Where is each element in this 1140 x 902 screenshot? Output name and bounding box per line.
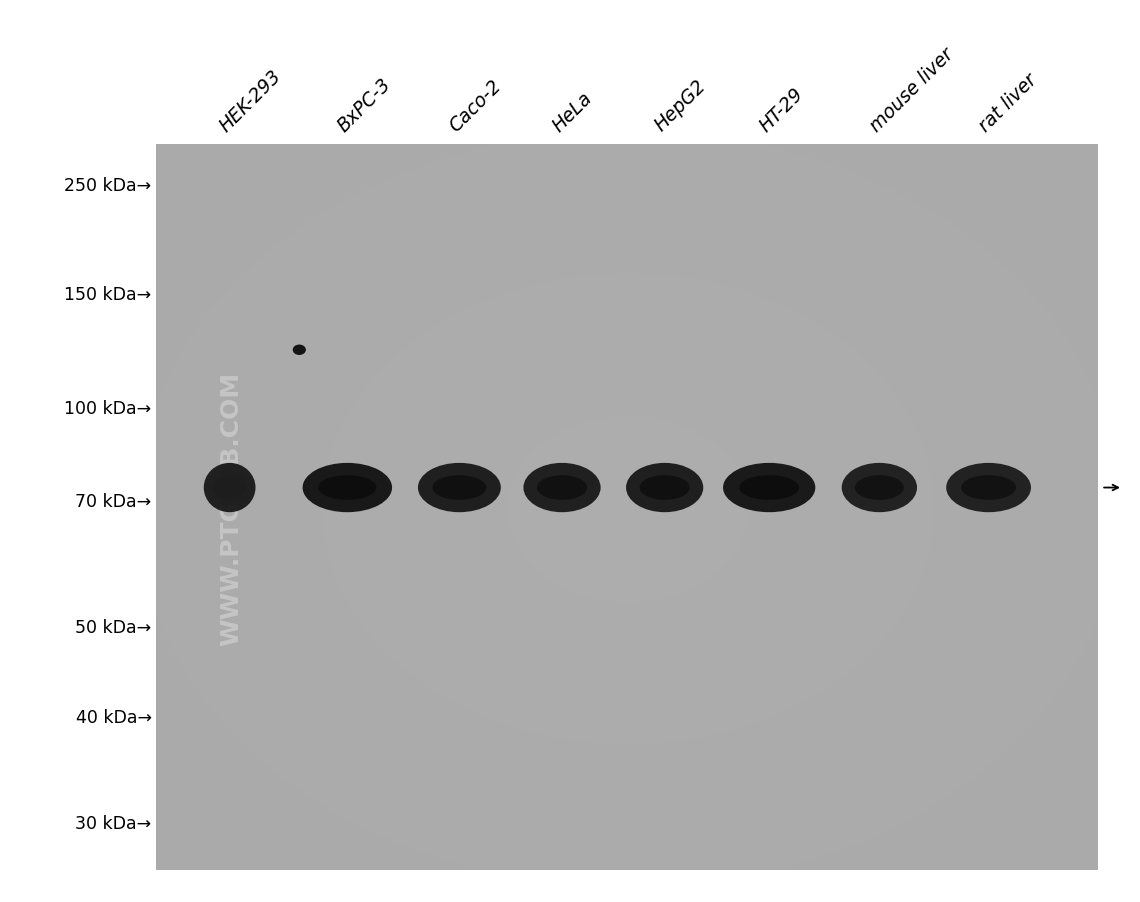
Ellipse shape: [204, 464, 255, 512]
Ellipse shape: [855, 475, 904, 501]
Ellipse shape: [318, 475, 376, 501]
Ellipse shape: [537, 475, 587, 501]
Ellipse shape: [739, 475, 799, 501]
Bar: [156, 146, 1098, 870]
Text: 50 kDa→: 50 kDa→: [75, 619, 152, 637]
Text: BxPC-3: BxPC-3: [334, 75, 394, 135]
Text: 250 kDa→: 250 kDa→: [65, 177, 152, 195]
Ellipse shape: [213, 475, 246, 501]
Text: 70 kDa→: 70 kDa→: [75, 492, 152, 510]
Text: rat liver: rat liver: [975, 70, 1041, 135]
Text: HT-29: HT-29: [756, 84, 807, 135]
Text: Caco-2: Caco-2: [446, 76, 505, 135]
Ellipse shape: [640, 475, 690, 501]
Ellipse shape: [418, 464, 500, 512]
Text: mouse liver: mouse liver: [866, 44, 956, 135]
Ellipse shape: [523, 464, 601, 512]
Ellipse shape: [206, 470, 253, 506]
Ellipse shape: [946, 464, 1031, 512]
Text: 150 kDa→: 150 kDa→: [65, 286, 152, 304]
Ellipse shape: [841, 464, 917, 512]
Text: HEK-293: HEK-293: [217, 66, 285, 135]
Ellipse shape: [432, 475, 487, 501]
Ellipse shape: [302, 464, 392, 512]
Text: 40 kDa→: 40 kDa→: [75, 708, 152, 726]
Ellipse shape: [293, 345, 306, 355]
Text: 30 kDa→: 30 kDa→: [75, 815, 152, 833]
Ellipse shape: [626, 464, 703, 512]
Text: WWW.PTGLAB.COM: WWW.PTGLAB.COM: [220, 372, 244, 645]
Ellipse shape: [961, 475, 1016, 501]
Ellipse shape: [723, 464, 815, 512]
Text: HeLa: HeLa: [548, 88, 596, 135]
Text: 100 kDa→: 100 kDa→: [65, 400, 152, 418]
Text: HepG2: HepG2: [651, 77, 710, 135]
